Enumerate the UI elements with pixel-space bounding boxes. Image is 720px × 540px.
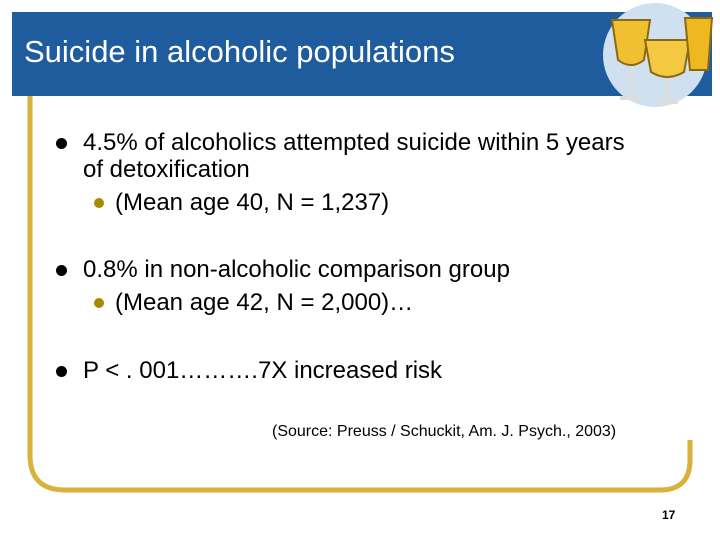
title: Suicide in alcoholic populations (24, 34, 455, 69)
source: (Source: Preuss / Schuckit, Am. J. Psych… (272, 423, 617, 440)
bullet-text: 0.8% in non-alcoholic comparison group (83, 256, 510, 283)
bullet-text: P < . 001……….7X increased risk (83, 357, 443, 384)
header-bar (12, 12, 712, 96)
bullet (56, 138, 67, 149)
sub-bullet (94, 198, 104, 208)
page-number: 17 (662, 508, 676, 522)
sub-bullet-text: (Mean age 40, N = 1,237) (115, 189, 390, 216)
bullet (56, 366, 67, 377)
bullet (56, 265, 67, 276)
glasses-icon (610, 17, 714, 104)
sub-bullet (94, 298, 104, 308)
bullet-text: 4.5% of alcoholics attempted suicide wit… (83, 129, 625, 183)
frame (27, 96, 693, 493)
sub-bullet-text: (Mean age 42, N = 2,000)… (115, 289, 414, 316)
